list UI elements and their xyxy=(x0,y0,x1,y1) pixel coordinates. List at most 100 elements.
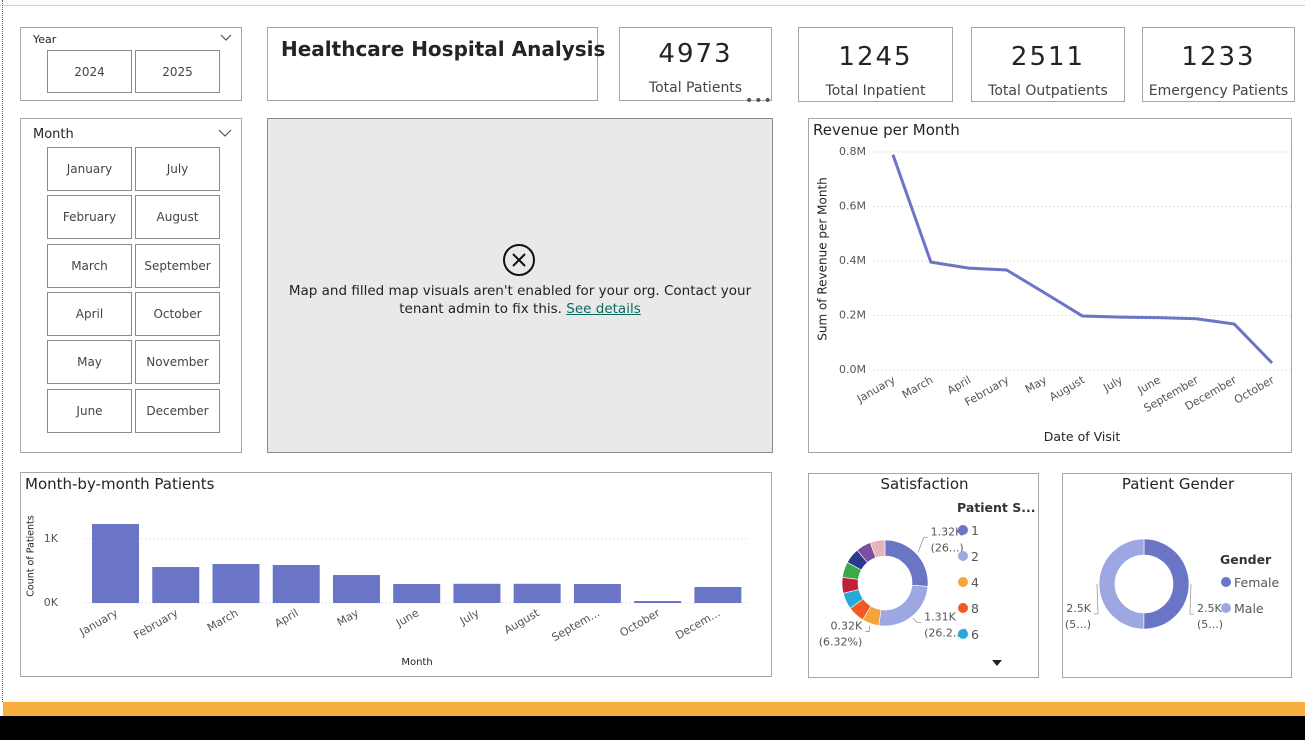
y-axis-label: Sum of Revenue per Month xyxy=(816,177,830,341)
page-border xyxy=(2,0,3,702)
leader-line xyxy=(1094,583,1099,615)
data-label: (5...) xyxy=(1197,618,1223,631)
chart: Month-by-month Patients Count of Patients… xyxy=(25,475,748,668)
chevron[interactable] xyxy=(218,128,232,138)
y-tick-label: 0.6M xyxy=(839,200,866,213)
bar xyxy=(212,564,260,603)
month-option[interactable]: February xyxy=(47,195,132,240)
legend-swatch xyxy=(1221,603,1231,613)
bar xyxy=(694,587,742,603)
kpi-label: Total Patients xyxy=(648,80,743,96)
x-tick-label: Septem... xyxy=(549,606,601,644)
chart: Revenue per Month Sum of Revenue per Mont… xyxy=(813,121,1291,444)
data-label: 2.5K xyxy=(1066,602,1091,615)
legend-swatch xyxy=(958,525,968,535)
legend-swatch xyxy=(1221,577,1231,587)
bar xyxy=(393,583,441,603)
error-icon xyxy=(503,244,535,276)
data-label: 2.5K xyxy=(1197,602,1222,615)
kpi-label: Total Inpatient xyxy=(825,83,926,99)
month-option[interactable]: August xyxy=(135,195,220,240)
x-tick-label: April xyxy=(272,606,300,630)
legend-label: 1 xyxy=(971,523,979,538)
legend-swatch xyxy=(958,577,968,587)
y-tick-label: 0.4M xyxy=(839,254,866,267)
bar xyxy=(332,575,380,603)
chart-panel: Revenue per Month Sum of Revenue per Mont… xyxy=(808,118,1292,453)
month-option[interactable]: March xyxy=(47,243,132,288)
slicer-label: Month xyxy=(33,127,74,142)
x-tick-label: February xyxy=(132,606,181,642)
month-option[interactable]: June xyxy=(47,388,132,433)
x-tick-label: Decem... xyxy=(673,606,722,642)
error-message: Map and filled map visuals aren't enable… xyxy=(288,282,752,318)
x-tick-label: June xyxy=(393,606,421,630)
y-tick-label: 0.8M xyxy=(839,145,866,158)
leader-line xyxy=(1189,584,1194,615)
x-tick-label: October xyxy=(618,606,663,640)
legend-label: 4 xyxy=(971,575,979,590)
legend-label: 8 xyxy=(971,601,979,616)
donut-slice xyxy=(1098,538,1145,630)
kpi-label: Total Outpatients xyxy=(988,83,1108,99)
legend-swatch xyxy=(958,603,968,613)
footer-band xyxy=(3,702,1305,716)
month-option[interactable]: April xyxy=(47,291,132,336)
year-option[interactable]: 2025 xyxy=(135,50,220,93)
x-tick-label: March xyxy=(900,373,936,401)
kpi-card: 1245 Total Inpatient xyxy=(798,27,953,102)
month-option[interactable]: September xyxy=(135,243,220,288)
footer-bar xyxy=(0,716,1305,740)
chart-panel: Month-by-month Patients Count of Patients… xyxy=(20,472,772,677)
bar xyxy=(92,524,140,603)
month-option[interactable]: July xyxy=(135,147,220,191)
donut-slice xyxy=(1143,538,1190,630)
kpi-value: 1245 xyxy=(838,42,913,72)
more-options[interactable]: ••• xyxy=(745,93,773,109)
data-label: (5...) xyxy=(1065,618,1091,631)
x-tick-label: August xyxy=(1047,373,1087,404)
x-tick-label: October xyxy=(1232,373,1277,407)
y-tick-label: 0.0M xyxy=(839,363,866,376)
month-option[interactable]: May xyxy=(47,340,132,385)
data-label: 1.31K xyxy=(924,610,956,623)
month-option[interactable]: October xyxy=(135,291,220,336)
kpi-label: Emergency Patients xyxy=(1148,83,1289,99)
x-tick-label: January xyxy=(77,606,121,639)
dashboard-title: Healthcare Hospital Analysis xyxy=(281,37,606,61)
x-tick-label: July xyxy=(457,606,482,628)
month-option[interactable]: November xyxy=(135,340,220,385)
month-option[interactable]: January xyxy=(47,147,132,191)
legend-title: Patient S... xyxy=(957,500,1035,515)
month-option[interactable]: December xyxy=(135,388,220,433)
see-details-link[interactable]: See details xyxy=(566,301,641,317)
leader-line xyxy=(865,625,871,632)
x-axis-label: Month xyxy=(401,657,432,668)
bar xyxy=(272,564,320,603)
ribbon-edge xyxy=(0,0,1305,6)
map-visual: Map and filled map visuals aren't enable… xyxy=(267,118,773,453)
chart-title: Revenue per Month xyxy=(813,121,960,139)
bar xyxy=(573,583,621,603)
legend-swatch xyxy=(958,629,968,639)
y-tick-label: 0K xyxy=(44,596,59,609)
donut-slice xyxy=(884,539,929,587)
kpi-value: 1233 xyxy=(1181,42,1256,72)
leader-line xyxy=(912,617,922,623)
legend-label: 2 xyxy=(971,549,979,564)
kpi-value: 4973 xyxy=(658,39,733,69)
x-tick-label: May xyxy=(1023,373,1050,396)
year-option[interactable]: 2024 xyxy=(47,50,132,93)
bar xyxy=(152,567,200,603)
chevron[interactable] xyxy=(220,33,232,43)
kpi-card: 2511 Total Outpatients xyxy=(971,27,1125,102)
y-tick-label: 0.2M xyxy=(839,309,866,322)
data-label: (6.32%) xyxy=(819,636,863,649)
chart-panel: Satisfaction Patient S... 1.32K (26...) 1.31… xyxy=(808,473,1039,678)
chart-panel: Patient Gender Gender 2.5K (5...) 2.5K (5...)… xyxy=(1062,473,1292,678)
y-tick-label: 1K xyxy=(44,532,59,545)
line xyxy=(891,154,1274,364)
kpi-value: 2511 xyxy=(1010,42,1086,72)
x-tick-label: July xyxy=(1100,373,1125,395)
